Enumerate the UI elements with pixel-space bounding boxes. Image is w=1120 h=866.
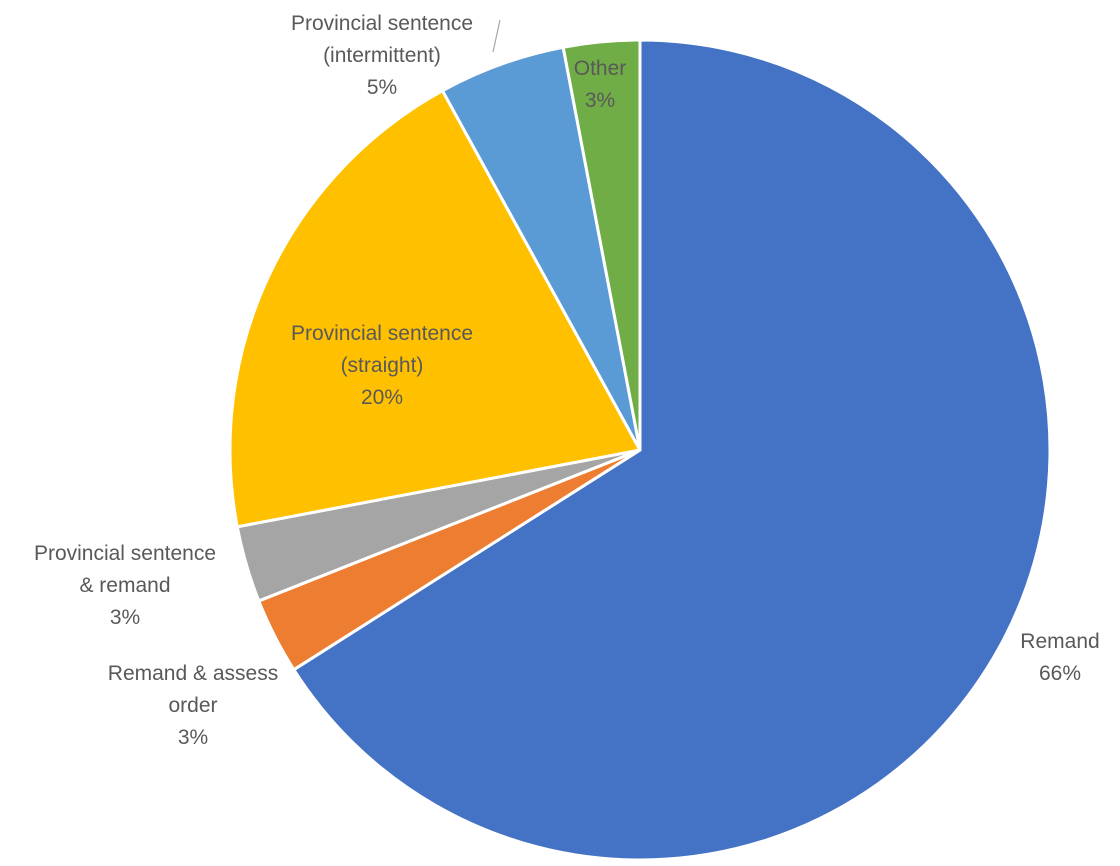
data-label-remand-assess-order: Remand & assess order 3% (108, 662, 278, 749)
data-label-percent: 66% (1039, 662, 1081, 685)
data-label-text: (intermittent) (323, 44, 441, 67)
data-labels: Remand 66%Remand & assess order 3%Provincia… (34, 12, 1100, 749)
data-label-text: Provincial sentence (291, 322, 473, 345)
data-label-text: Remand & assess (108, 662, 278, 685)
pie-slice-remand (292, 38, 1052, 862)
pie-slices (228, 38, 1052, 862)
data-label-remand: Remand 66% (1020, 630, 1099, 685)
data-label-provincial-sentence-straight: Provincial sentence (straight) 20% (291, 322, 473, 409)
data-label-provincial-sentence-remand: Provincial sentence & remand 3% (34, 542, 216, 629)
data-label-percent: 3% (585, 89, 615, 112)
data-label-percent: 5% (367, 76, 397, 99)
leader-lines (492, 19, 501, 53)
pie-slice-other (561, 38, 642, 452)
data-label-text: (straight) (341, 354, 424, 377)
data-label-other: Other 3% (574, 57, 627, 112)
data-label-text: Other (574, 57, 627, 80)
data-label-text: Provincial sentence (34, 542, 216, 565)
data-label-provincial-sentence-intermittent: Provincial sentence (intermittent) 5% (291, 12, 473, 99)
data-label-text: order (168, 694, 217, 717)
data-label-text: & remand (79, 574, 170, 597)
pie-slice-provincial-sentence-straight (228, 89, 642, 529)
data-label-text: Provincial sentence (291, 12, 473, 35)
leader-line-intermittent (492, 19, 501, 53)
data-label-percent: 20% (361, 386, 403, 409)
data-label-percent: 3% (110, 606, 140, 629)
data-label-percent: 3% (178, 726, 208, 749)
data-label-text: Remand (1020, 630, 1099, 653)
